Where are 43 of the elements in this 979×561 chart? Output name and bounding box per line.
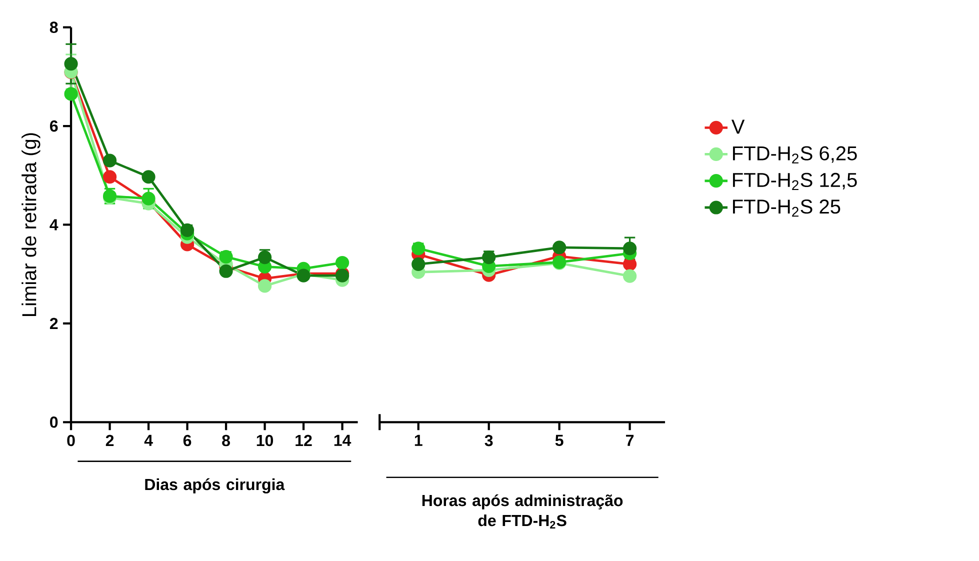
point	[335, 256, 350, 270]
point	[412, 242, 426, 256]
legend-label: FTD-H$_{2}$S 25	[733, 199, 840, 217]
point	[258, 279, 272, 293]
point	[622, 257, 637, 271]
x-axis-title: Horas após administração de FTD-H$_{2}$S	[422, 494, 623, 528]
x-tick-label: 3	[484, 434, 493, 446]
legend-label: FTD-H$_{2}$S 12,5	[733, 172, 857, 190]
x-tick-label: 12	[296, 434, 312, 446]
y-tick-label: 6	[50, 120, 58, 132]
x-tick-label: 4	[144, 434, 153, 446]
x-tick-label: 10	[256, 434, 274, 446]
y-axis-title: Limiar de retirada (g)	[22, 133, 40, 316]
y-tick-label: 2	[50, 318, 58, 329]
point	[142, 192, 156, 206]
point	[142, 170, 156, 184]
x-axis-title: Dias após cirurgia	[145, 478, 285, 494]
x-tick-label: 2	[106, 434, 114, 446]
point	[622, 269, 637, 283]
x-tick-label: 5	[555, 434, 564, 446]
x-tick-label: 8	[222, 434, 230, 446]
legend-label: V	[731, 120, 745, 134]
x-tick-label: 7	[626, 434, 634, 446]
point	[412, 257, 426, 271]
x-tick-label: 6	[183, 434, 192, 446]
x-tick-label: 1	[414, 434, 422, 446]
point	[622, 242, 637, 256]
point	[102, 170, 117, 184]
x-tick-label: 14	[334, 434, 352, 446]
point	[64, 87, 78, 101]
point	[180, 223, 194, 237]
point	[258, 250, 272, 264]
point	[219, 250, 233, 264]
point	[64, 56, 78, 71]
point	[219, 264, 233, 278]
point	[552, 240, 566, 254]
x-tick-label: 0	[67, 434, 75, 446]
y-tick-label: 4	[50, 219, 58, 230]
y-tick-label: 0	[50, 416, 58, 428]
legend-label: FTD-H$_{2}$S 6,25	[733, 146, 857, 164]
point	[102, 154, 117, 168]
point	[482, 250, 496, 264]
y-tick-label: 8	[50, 22, 58, 33]
